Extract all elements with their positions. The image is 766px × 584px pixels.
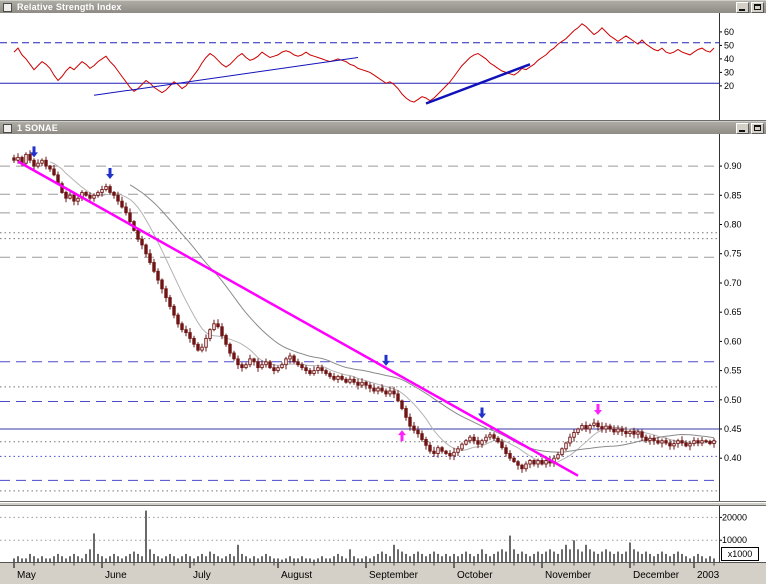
price-window-icon: [3, 124, 12, 133]
moving-average-line: [129, 184, 715, 453]
up-arrow-marker: [398, 430, 406, 442]
moving-average-line: [49, 161, 715, 464]
x-axis-month-label: 2003: [697, 570, 720, 581]
x-axis-month-label: December: [633, 570, 680, 581]
price-axis-label: 0.85: [724, 190, 742, 200]
pane-divider-handle[interactable]: [0, 502, 766, 506]
rsi-window-title: Relative Strength Index: [17, 2, 122, 12]
rsi-axis-label: 60: [724, 27, 734, 37]
x-axis-month-label: August: [281, 570, 312, 581]
price-axis-label: 0.45: [724, 424, 742, 434]
minimize-icon: [739, 9, 745, 11]
x-axis-month-label: May: [17, 570, 36, 581]
price-minimize-button[interactable]: [736, 123, 749, 134]
down-arrow-marker: [30, 146, 38, 158]
chart-window-icon: [3, 3, 12, 12]
rsi-plot: 60 50 40 30 20: [0, 13, 766, 121]
price-axis-label: 0.65: [724, 307, 742, 317]
rsi-axis-label: 40: [724, 54, 734, 64]
rsi-window-titlebar[interactable]: Relative Strength Index: [0, 0, 766, 13]
rsi-axis-label: 20: [724, 81, 734, 91]
price-axis-label: 0.55: [724, 366, 742, 376]
rsi-trendline: [93, 57, 359, 96]
x-axis-month-label: July: [193, 570, 211, 581]
rsi-window-buttons: [736, 2, 764, 13]
volume-axis-label: 10000: [722, 535, 747, 545]
volume-plot: 20000 10000: [0, 506, 766, 563]
volume-bars: [13, 510, 715, 563]
price-axis-label: 0.75: [724, 249, 742, 259]
minimize-icon: [739, 130, 745, 132]
maximize-icon: [754, 4, 761, 10]
x-axis-scale: May June July August September October Novembe…: [13, 563, 720, 581]
price-plot: 0.90 0.85 0.80 0.75 0.70 0.65 0.60 0.55 0.50 0.45…: [0, 134, 766, 502]
price-maximize-button[interactable]: [751, 123, 764, 134]
volume-unit-label: x1000: [721, 547, 759, 561]
x-axis-month-label: June: [105, 570, 127, 581]
maximize-icon: [754, 125, 761, 131]
rsi-maximize-button[interactable]: [751, 2, 764, 13]
rsi-chart-pane: 60 50 40 30 20: [0, 13, 766, 121]
price-axis-label: 0.50: [724, 395, 742, 405]
rsi-minimize-button[interactable]: [736, 2, 749, 13]
price-window-buttons: [736, 123, 764, 134]
rsi-axis-label: 30: [724, 67, 734, 77]
price-axis-label: 0.60: [724, 336, 742, 346]
price-chart-pane: 0.90 0.85 0.80 0.75 0.70 0.65 0.60 0.55 0.50 0.45…: [0, 134, 766, 502]
rsi-trendline: [425, 63, 531, 105]
price-axis-label: 0.70: [724, 278, 742, 288]
x-axis-month-label: September: [369, 570, 419, 581]
price-axis-label: 0.40: [724, 453, 742, 463]
price-window-titlebar[interactable]: 1 SONAE: [0, 121, 766, 134]
price-axis-label: 0.80: [724, 220, 742, 230]
down-arrow-marker: [106, 167, 114, 179]
down-arrow-marker: [594, 403, 602, 415]
x-axis-strip: May June July August September October Novembe…: [0, 563, 766, 584]
rsi-axis-label: 50: [724, 40, 734, 50]
down-arrow-marker: [478, 407, 486, 419]
price-window-title: 1 SONAE: [17, 123, 58, 133]
price-axis-label: 0.90: [724, 161, 742, 171]
x-axis-month-label: November: [545, 570, 592, 581]
rsi-line: [13, 23, 715, 103]
volume-axis-label: 20000: [722, 512, 747, 522]
downtrend-line: [17, 160, 579, 477]
volume-chart-pane: 20000 10000: [0, 506, 766, 563]
down-arrow-marker: [382, 354, 390, 366]
x-axis-month-label: October: [457, 570, 493, 581]
candlestick-series: [12, 150, 716, 473]
